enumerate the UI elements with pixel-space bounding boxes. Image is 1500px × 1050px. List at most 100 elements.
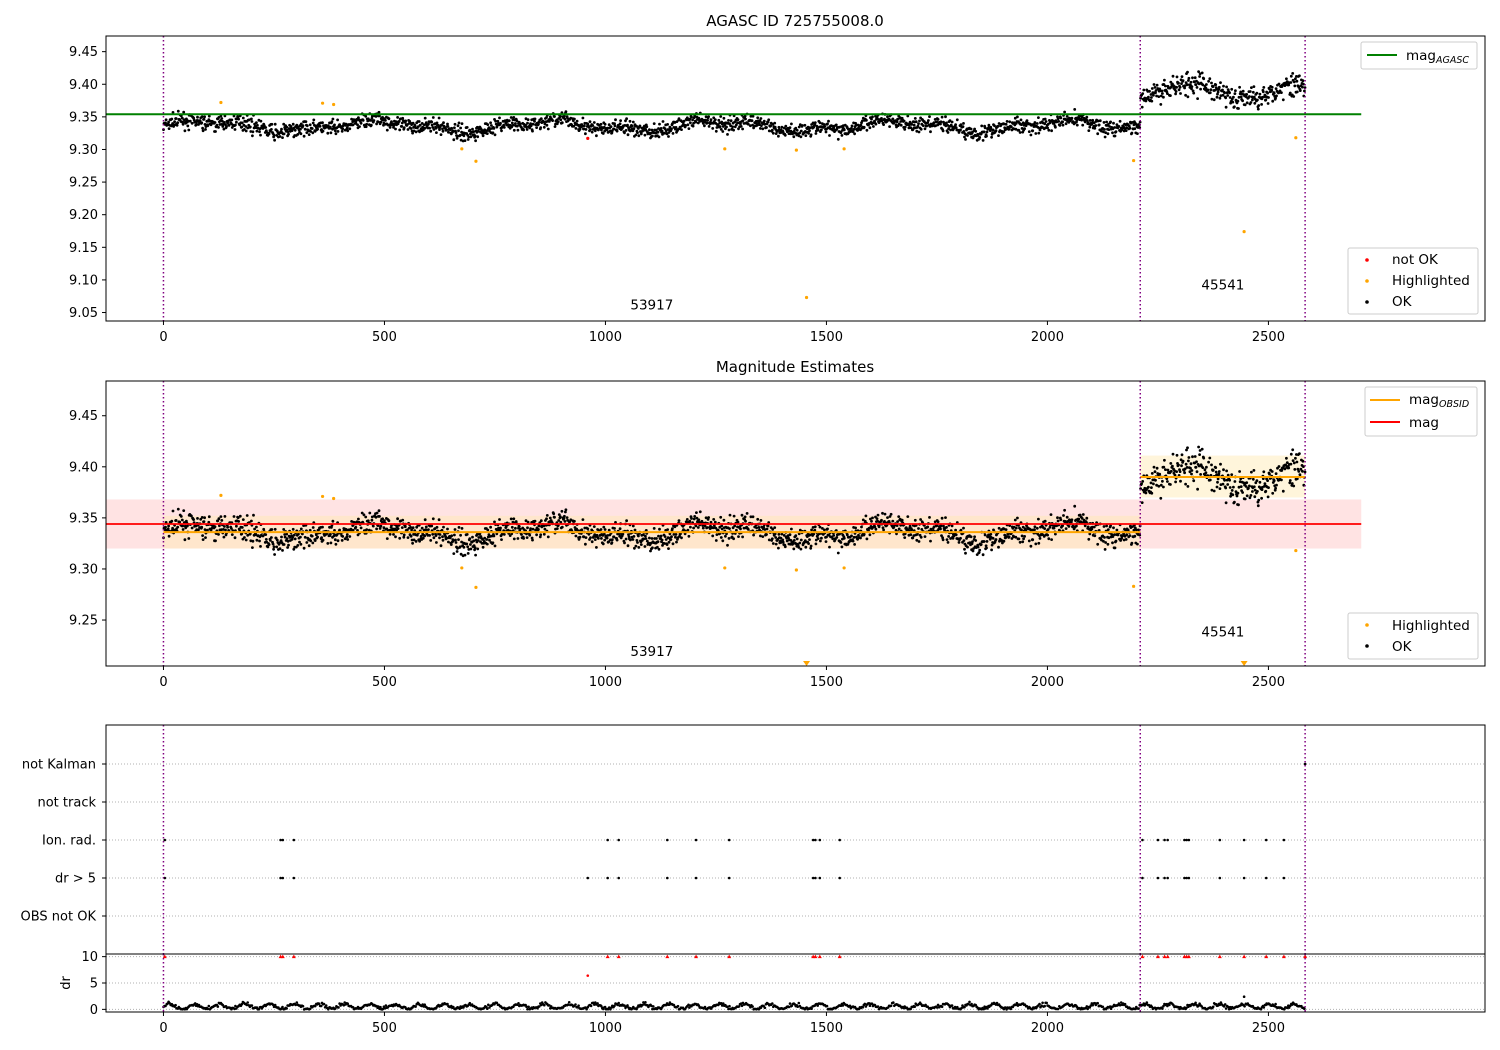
ok-point [1189,462,1193,466]
ok-point [1280,469,1284,472]
ok-point [610,538,614,542]
ok-point [1223,91,1226,95]
ok-point [368,119,372,122]
ok-point [1253,488,1257,492]
ok-point [1180,464,1183,468]
ok-point [466,552,470,555]
ok-point [1264,489,1268,493]
ok-point [1209,88,1213,92]
ok-point [227,124,231,127]
ok-point [794,534,798,538]
ok-point [1190,472,1193,476]
ok-point [868,533,872,537]
obsid-label: 53917 [630,297,673,313]
ok-point [696,526,700,529]
ok-point [1250,86,1253,89]
ok-point [891,519,895,523]
magnitude-xtick-label: 2500 [1252,675,1285,690]
ok-point [434,126,438,130]
ok-point [223,525,226,528]
ok-point [1212,489,1216,493]
ok-point [971,540,974,543]
ok-point [1013,518,1017,522]
ok-point [607,528,611,532]
ok-point [1008,120,1012,124]
ok-point [1291,448,1295,452]
ok-point [1096,119,1100,123]
ok-point [650,128,654,132]
ok-point [522,537,525,540]
ok-point [799,135,803,139]
ok-point [330,120,334,124]
ok-point [462,545,466,549]
ok-point [1020,528,1023,532]
ok-point [1251,98,1254,102]
ok-point [763,528,767,531]
ok-point [1013,116,1017,120]
ok-point [614,521,617,524]
ok-point [1017,128,1021,132]
ok-point [286,546,289,549]
ok-point [200,121,204,125]
ok-point [601,132,605,135]
ok-point [412,538,416,542]
ok-point [714,129,718,133]
ok-point [978,548,982,552]
ok-point [182,509,186,512]
ok-point [801,124,804,127]
ok-point [996,124,1000,128]
ok-point [273,122,277,126]
ok-point [1202,456,1206,460]
highlighted-point [842,566,846,570]
ok-point [759,117,763,120]
ok-point [920,528,924,531]
ok-point [991,536,995,540]
ok-point [1233,500,1236,504]
ok-point [854,526,857,530]
ok-point [1252,85,1256,88]
ok-point [688,519,692,523]
ok-point [1147,485,1150,489]
ok-point [808,126,812,130]
ok-point [1185,448,1188,452]
ok-point [624,129,628,132]
ok-point [963,547,966,551]
ok-point [1007,127,1011,131]
ok-point [326,124,330,128]
ok-point [759,519,763,522]
ok-point [1189,466,1192,470]
ok-point [906,114,910,118]
ok-point [166,527,170,531]
dr-point [240,1002,244,1006]
ok-point [234,123,237,127]
ok-point [691,118,694,122]
ok-point [820,536,823,540]
ok-point [351,123,355,127]
ok-point [273,527,277,531]
ok-point [1184,462,1188,466]
ok-point [940,115,944,119]
ok-point [1288,481,1292,485]
ok-point [1175,453,1179,457]
agasc-legend-top: magAGASC [1360,41,1478,70]
flag-point [1183,838,1186,842]
ok-point [490,124,493,127]
ok-point [326,542,330,545]
ok-point [1219,462,1222,466]
ok-point [309,130,313,133]
ok-point [637,134,641,138]
ok-point [613,122,616,125]
ok-point [298,540,301,544]
ok-point [902,119,906,123]
flag-point [279,876,282,880]
ok-point [675,540,678,544]
ok-point [941,129,945,133]
ok-point [1018,131,1022,134]
ok-point [915,538,919,542]
ok-point [370,117,374,120]
ok-point [564,110,568,114]
ok-point [600,537,603,540]
flag-point [814,838,817,842]
ok-point [365,528,369,531]
ok-point [1302,82,1305,86]
